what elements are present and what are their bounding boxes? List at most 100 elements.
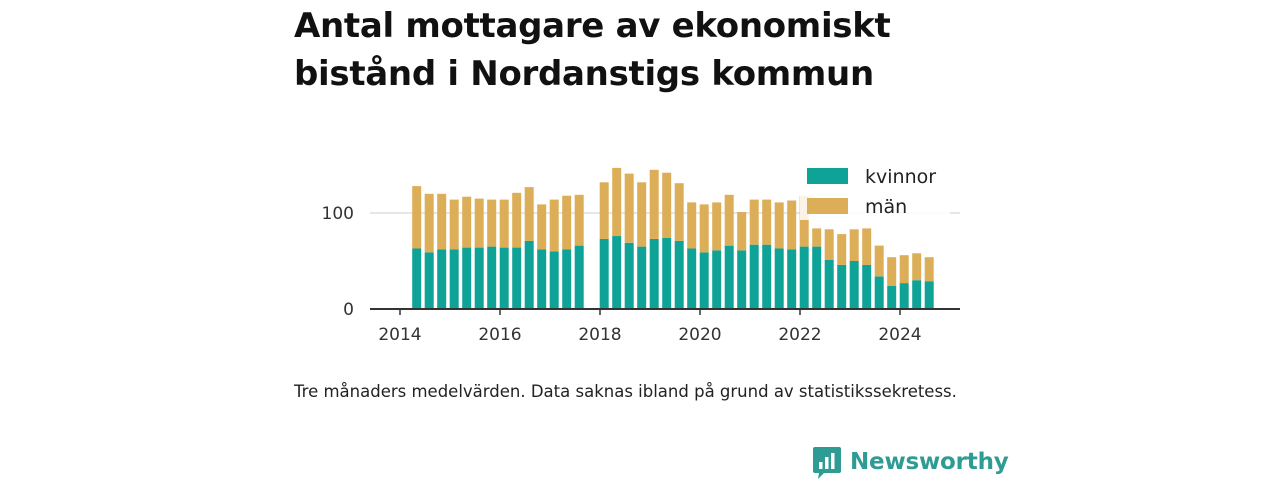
bar-man-2015-08 bbox=[474, 198, 484, 248]
bar-man-2022-08 bbox=[824, 229, 834, 260]
bar-man-2017-05 bbox=[562, 195, 572, 250]
bar-man-2023-08 bbox=[874, 245, 884, 277]
bar-man-2023-02 bbox=[849, 229, 859, 261]
bar-kvinnor-2014-08 bbox=[424, 252, 434, 309]
brand-name: Newsworthy bbox=[850, 449, 1009, 475]
bar-kvinnor-2014-05 bbox=[412, 248, 422, 309]
legend-label-kvinnor: kvinnor bbox=[865, 166, 936, 188]
bar-man-2021-08 bbox=[774, 202, 784, 249]
bar-man-2020-11 bbox=[737, 212, 747, 251]
bar-kvinnor-2016-08 bbox=[524, 240, 534, 309]
bar-man-2020-05 bbox=[712, 202, 722, 251]
chart-caption: Tre månaders medelvärden. Data saknas ib… bbox=[294, 382, 957, 401]
bar-man-2014-05 bbox=[412, 186, 422, 249]
legend-label-man: män bbox=[865, 196, 907, 218]
bar-kvinnor-2015-05 bbox=[462, 247, 472, 309]
bar-man-2016-08 bbox=[524, 187, 534, 241]
bar-man-2016-05 bbox=[512, 192, 522, 248]
bar-kvinnor-2023-08 bbox=[874, 276, 884, 309]
bar-kvinnor-2018-02 bbox=[599, 238, 609, 309]
bar-man-2018-11 bbox=[637, 182, 647, 247]
bar-man-2018-02 bbox=[599, 182, 609, 239]
bar-kvinnor-2024-02 bbox=[899, 283, 909, 309]
bar-kvinnor-2024-08 bbox=[924, 281, 934, 309]
bar-kvinnor-2018-08 bbox=[624, 242, 634, 309]
bar-man-2017-08 bbox=[574, 194, 584, 246]
bar-man-2021-02 bbox=[749, 199, 759, 245]
bar-kvinnor-2017-08 bbox=[574, 245, 584, 309]
x-tick-label-2016: 2016 bbox=[478, 325, 521, 345]
bar-kvinnor-2024-05 bbox=[912, 280, 922, 309]
bar-kvinnor-2018-11 bbox=[637, 246, 647, 309]
bar-kvinnor-2015-02 bbox=[449, 249, 459, 309]
bar-kvinnor-2015-11 bbox=[487, 246, 497, 309]
bar-kvinnor-2021-11 bbox=[787, 249, 797, 309]
bar-man-2019-08 bbox=[674, 183, 684, 241]
bar-kvinnor-2023-05 bbox=[862, 264, 872, 309]
bar-kvinnor-2022-08 bbox=[824, 260, 834, 309]
bar-kvinnor-2017-05 bbox=[562, 249, 572, 309]
bar-kvinnor-2016-05 bbox=[512, 247, 522, 309]
bar-kvinnor-2020-08 bbox=[724, 245, 734, 309]
bar-man-2021-05 bbox=[762, 199, 772, 245]
bar-kvinnor-2022-11 bbox=[837, 264, 847, 309]
bar-man-2017-02 bbox=[549, 199, 559, 252]
bar-man-2015-05 bbox=[462, 196, 472, 248]
bar-man-2016-11 bbox=[537, 204, 547, 250]
bar-man-2015-02 bbox=[449, 199, 459, 250]
bar-kvinnor-2020-02 bbox=[699, 252, 709, 309]
x-tick-label-2018: 2018 bbox=[578, 325, 621, 345]
bar-man-2018-05 bbox=[612, 167, 622, 237]
bar-kvinnor-2014-11 bbox=[437, 249, 447, 309]
bar-kvinnor-2019-02 bbox=[649, 238, 659, 309]
x-tick-label-2024: 2024 bbox=[878, 325, 921, 345]
bar-kvinnor-2017-02 bbox=[549, 251, 559, 309]
bar-kvinnor-2015-08 bbox=[474, 247, 484, 309]
legend-swatch-kvinnor bbox=[807, 168, 848, 184]
brand-logo[interactable]: Newsworthy bbox=[812, 444, 1009, 480]
chart-title: Antal mottagare av ekonomiskt bistånd i … bbox=[294, 2, 994, 98]
bar-kvinnor-2020-11 bbox=[737, 250, 747, 309]
bar-kvinnor-2021-02 bbox=[749, 244, 759, 309]
bar-man-2022-05 bbox=[812, 228, 822, 247]
bar-man-2016-02 bbox=[499, 199, 509, 248]
bar-man-2020-08 bbox=[724, 194, 734, 246]
bar-kvinnor-2022-05 bbox=[812, 246, 822, 309]
bar-man-2019-02 bbox=[649, 169, 659, 239]
bar-kvinnor-2021-05 bbox=[762, 244, 772, 309]
bar-kvinnor-2023-02 bbox=[849, 261, 859, 309]
bar-man-2024-08 bbox=[924, 257, 934, 282]
legend-swatch-man bbox=[807, 198, 848, 214]
x-tick-label-2014: 2014 bbox=[378, 325, 421, 345]
chart-title-line-2: bistånd i Nordanstigs kommun bbox=[294, 54, 874, 94]
y-tick-label-0: 0 bbox=[343, 300, 354, 320]
bar-man-2023-11 bbox=[887, 257, 897, 286]
bar-man-2022-11 bbox=[837, 234, 847, 265]
bar-kvinnor-2018-05 bbox=[612, 236, 622, 309]
bar-man-2020-02 bbox=[699, 204, 709, 253]
bar-man-2024-02 bbox=[899, 255, 909, 283]
bar-kvinnor-2019-11 bbox=[687, 248, 697, 309]
x-tick-label-2020: 2020 bbox=[678, 325, 721, 345]
bar-kvinnor-2019-08 bbox=[674, 240, 684, 309]
bar-kvinnor-2021-08 bbox=[774, 248, 784, 309]
x-tick-label-2022: 2022 bbox=[778, 325, 821, 345]
bar-man-2014-08 bbox=[424, 193, 434, 253]
y-tick-label-100: 100 bbox=[322, 204, 354, 224]
bar-man-2024-05 bbox=[912, 253, 922, 281]
bar-man-2019-05 bbox=[662, 172, 672, 238]
bar-man-2015-11 bbox=[487, 199, 497, 247]
bar-kvinnor-2022-02 bbox=[799, 246, 809, 309]
bar-kvinnor-2020-05 bbox=[712, 250, 722, 309]
chart-title-line-1: Antal mottagare av ekonomiskt bbox=[294, 6, 891, 46]
newsworthy-logo-icon bbox=[813, 447, 841, 479]
bar-man-2021-11 bbox=[787, 200, 797, 250]
bar-man-2023-05 bbox=[862, 228, 872, 265]
bar-man-2018-08 bbox=[624, 173, 634, 243]
bar-kvinnor-2023-11 bbox=[887, 286, 897, 309]
bar-man-2019-11 bbox=[687, 202, 697, 249]
bar-kvinnor-2019-05 bbox=[662, 238, 672, 309]
bar-man-2014-11 bbox=[437, 193, 447, 250]
bar-man-2022-02 bbox=[799, 195, 809, 247]
